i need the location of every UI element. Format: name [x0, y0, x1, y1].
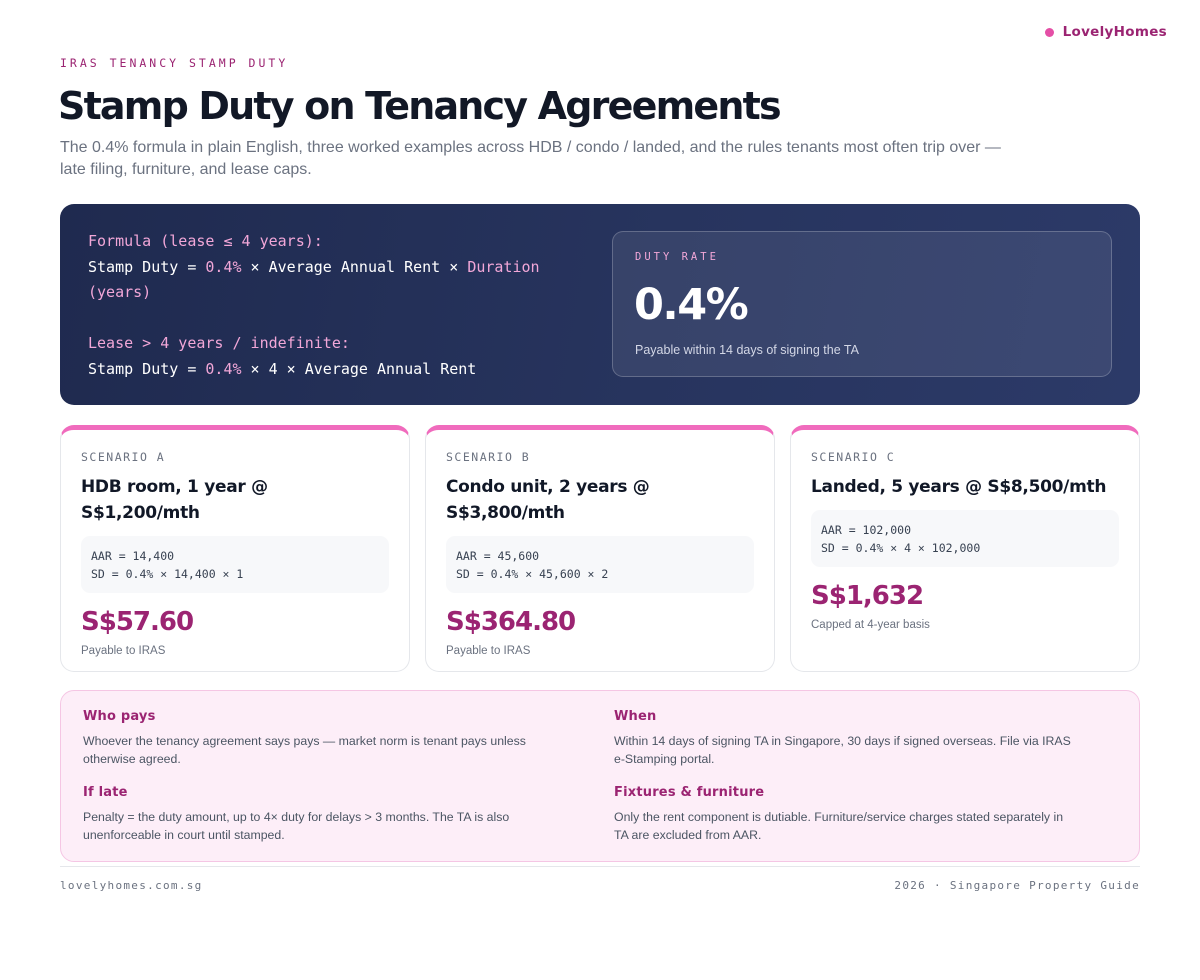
footer-divider: [60, 866, 1140, 867]
formula-long-heading: Lease > 4 years / indefinite:: [88, 334, 350, 352]
scenario-card-b: SCENARIO B Condo unit, 2 years @ S$3,800…: [425, 425, 775, 672]
rule-body: Whoever the tenancy agreement says pays …: [83, 734, 526, 766]
scenario-note: Payable to IRAS: [446, 645, 531, 657]
rule-fixtures-furniture: Fixtures & furniture Only the rent compo…: [614, 785, 1117, 852]
formula-long-line: Stamp Duty = 0.4% × 4 × Average Annual R…: [88, 357, 568, 383]
formula-text: × Average Annual Rent ×: [241, 257, 468, 276]
duty-rate-note: Payable within 14 days of signing the TA: [635, 343, 859, 357]
rule-body: Only the rent component is dutiable. Fur…: [614, 810, 1064, 842]
formula-duration: Duration: [467, 257, 540, 276]
scenario-calculation: AAR = 102,000 SD = 0.4% × 4 × 102,000: [811, 510, 1119, 567]
calc-line: AAR = 14,400: [91, 549, 175, 563]
rule-title: Fixtures & furniture: [614, 785, 765, 800]
scenario-amount: S$364.80: [446, 607, 576, 637]
scenario-title: Landed, 5 years @ S$8,500/mth: [811, 477, 1107, 497]
rule-title: Who pays: [83, 709, 156, 724]
scenario-card-c: SCENARIO C Landed, 5 years @ S$8,500/mth…: [790, 425, 1140, 672]
page-subtitle: The 0.4% formula in plain English, three…: [60, 139, 1001, 178]
duty-rate-label: DUTY RATE: [635, 251, 719, 263]
duty-rate-card: DUTY RATE 0.4% Payable within 14 days of…: [612, 231, 1112, 377]
formula-short-line: Stamp Duty = 0.4% × Average Annual Rent …: [88, 255, 568, 281]
scenario-label: SCENARIO B: [446, 450, 531, 464]
scenario-title: Condo unit, 2 years @ S$3,800/mth: [446, 477, 650, 523]
scenario-note: Capped at 4-year basis: [811, 619, 930, 631]
scenario-calculation: AAR = 45,600 SD = 0.4% × 45,600 × 2: [446, 536, 754, 593]
calc-line: SD = 0.4% × 45,600 × 2: [456, 567, 609, 581]
formula-text: Stamp Duty =: [88, 257, 206, 276]
formula-spacer: [88, 306, 568, 332]
formula-rate: 0.4%: [205, 359, 242, 378]
formula-text: Stamp Duty =: [88, 359, 206, 378]
rule-body: Within 14 days of signing TA in Singapor…: [614, 734, 1071, 766]
scenario-cards: SCENARIO A HDB room, 1 year @ S$1,200/mt…: [60, 425, 1140, 672]
scenario-amount: S$1,632: [811, 581, 924, 611]
rule-who-pays: Who pays Whoever the tenancy agreement s…: [83, 709, 614, 776]
scenario-card-a: SCENARIO A HDB room, 1 year @ S$1,200/mt…: [60, 425, 410, 672]
footer-guide-label: 2026 · Singapore Property Guide: [894, 879, 1140, 892]
scenario-amount: S$57.60: [81, 607, 194, 637]
formula-rate: 0.4%: [205, 257, 242, 276]
formula-short-heading: Formula (lease ≤ 4 years):: [88, 232, 323, 250]
rule-body: Penalty = the duty amount, up to 4× duty…: [83, 810, 510, 842]
formula-text: × 4 × Average Annual Rent: [241, 359, 477, 378]
formula-short-tail: (years): [88, 283, 152, 301]
duty-rate-value: 0.4%: [634, 280, 749, 330]
rule-when: When Within 14 days of signing TA in Sin…: [614, 709, 1117, 776]
scenario-title: HDB room, 1 year @ S$1,200/mth: [81, 477, 268, 523]
rule-title: If late: [83, 785, 128, 800]
rule-if-late: If late Penalty = the duty amount, up to…: [83, 785, 614, 852]
brand-name: LovelyHomes: [1062, 24, 1167, 40]
scenario-label: SCENARIO A: [81, 450, 166, 464]
calc-line: AAR = 45,600: [456, 549, 540, 563]
rule-title: When: [614, 709, 657, 724]
rules-panel: Who pays Whoever the tenancy agreement s…: [60, 690, 1140, 862]
brand-logo[interactable]: LovelyHomes: [1044, 24, 1167, 40]
scenario-label: SCENARIO C: [811, 450, 896, 464]
scenario-calculation: AAR = 14,400 SD = 0.4% × 14,400 × 1: [81, 536, 389, 593]
calc-line: AAR = 102,000: [821, 523, 912, 537]
calc-line: SD = 0.4% × 14,400 × 1: [91, 567, 244, 581]
scenario-note: Payable to IRAS: [81, 645, 166, 657]
page-title: Stamp Duty on Tenancy Agreements: [58, 84, 782, 128]
brand-dot-icon: [1044, 27, 1054, 37]
formula-hero: Formula (lease ≤ 4 years): Stamp Duty = …: [60, 204, 1140, 405]
footer-website-link[interactable]: lovelyhomes.com.sg: [60, 879, 203, 892]
calc-line: SD = 0.4% × 4 × 102,000: [821, 541, 981, 555]
eyebrow-label: IRAS TENANCY STAMP DUTY: [60, 56, 289, 70]
formula-block: Formula (lease ≤ 4 years): Stamp Duty = …: [88, 229, 568, 382]
